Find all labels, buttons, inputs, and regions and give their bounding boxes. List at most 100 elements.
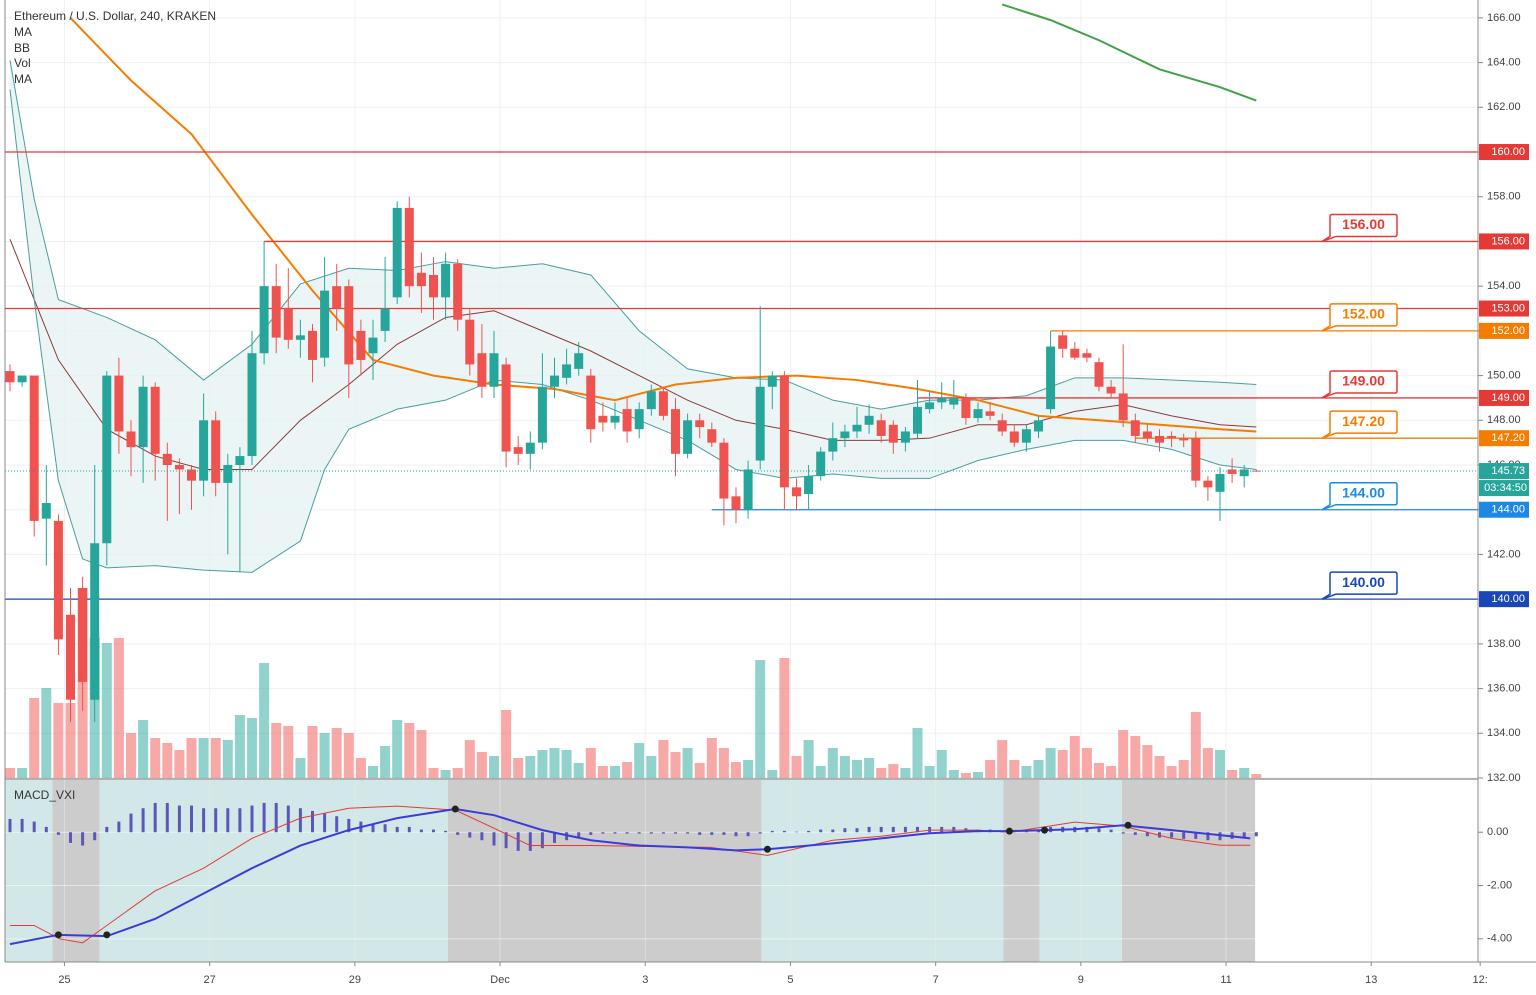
callout-label[interactable]: 147.20 bbox=[1342, 413, 1385, 429]
callout-label[interactable]: 144.00 bbox=[1342, 484, 1385, 500]
volume-bar bbox=[1202, 748, 1213, 778]
candle-body bbox=[90, 543, 100, 700]
candle-body bbox=[308, 330, 317, 360]
countdown-tag bbox=[1479, 480, 1529, 497]
candle-body bbox=[1215, 473, 1225, 492]
volume-bar bbox=[1069, 736, 1080, 778]
level-axis-label: 144.00 bbox=[1491, 504, 1525, 516]
indicator-legend[interactable]: BB bbox=[14, 41, 30, 55]
candle-body bbox=[646, 391, 656, 410]
callout-box bbox=[1321, 410, 1398, 439]
volume-bar bbox=[53, 703, 64, 778]
callout-label[interactable]: 140.00 bbox=[1342, 574, 1385, 590]
candle-body bbox=[622, 409, 632, 432]
volume-bar bbox=[259, 663, 270, 778]
candle-body bbox=[114, 375, 124, 432]
level-axis-tag bbox=[1479, 430, 1529, 447]
macd-title[interactable]: MACD_VXI bbox=[14, 788, 75, 802]
candle-body bbox=[295, 335, 305, 340]
candle-body bbox=[828, 438, 838, 452]
volume-bar bbox=[973, 772, 983, 778]
y-tick-label: -4.00 bbox=[1487, 933, 1512, 945]
candle-body bbox=[392, 207, 402, 298]
level-axis-label: 160.00 bbox=[1491, 146, 1525, 158]
volume-bar bbox=[1215, 750, 1225, 778]
candle-body bbox=[1227, 469, 1237, 474]
candle-body bbox=[634, 409, 644, 430]
candle-body bbox=[223, 465, 233, 483]
main-layer bbox=[5, 3, 1478, 946]
candle-body bbox=[900, 431, 910, 443]
volume-bar bbox=[476, 752, 487, 778]
moving-average bbox=[69, 17, 1257, 433]
indicator-legend[interactable]: MA bbox=[14, 72, 32, 86]
candle-body bbox=[743, 469, 753, 510]
callout-box bbox=[1321, 370, 1398, 399]
last-price-label: 145.73 bbox=[1491, 465, 1525, 477]
volume-bar bbox=[198, 738, 209, 778]
signal-region bbox=[448, 780, 762, 962]
candle-body bbox=[671, 409, 680, 454]
candle-body bbox=[876, 420, 886, 436]
candle-body bbox=[66, 614, 75, 700]
callout-label[interactable]: 149.00 bbox=[1342, 373, 1385, 389]
volume-bar bbox=[404, 723, 415, 778]
volume-bar bbox=[1021, 766, 1032, 778]
candle-body bbox=[961, 397, 971, 419]
x-tick-label: 9 bbox=[1078, 974, 1084, 986]
volume-bar bbox=[126, 733, 136, 778]
indicator-legend[interactable]: MA bbox=[14, 25, 32, 39]
callout-box bbox=[1321, 213, 1398, 243]
y-tick-label: -2.00 bbox=[1487, 879, 1512, 891]
volume-bar bbox=[525, 756, 536, 778]
volume-bar bbox=[1190, 712, 1201, 778]
volume-bar bbox=[392, 720, 403, 778]
candle-body bbox=[779, 375, 789, 488]
volume-bar bbox=[852, 760, 862, 778]
last-price-tag bbox=[1479, 463, 1529, 480]
candle-body bbox=[513, 447, 523, 454]
level-axis-label: 152.00 bbox=[1491, 325, 1525, 337]
signal-region bbox=[99, 780, 449, 962]
x-tick-label: 3 bbox=[642, 974, 648, 986]
volume-bar bbox=[416, 730, 427, 778]
volume-bar bbox=[138, 720, 149, 778]
callout-label[interactable]: 156.00 bbox=[1342, 216, 1385, 232]
volume-bar bbox=[1239, 768, 1250, 778]
candle-body bbox=[1021, 429, 1031, 443]
candle-body bbox=[1142, 431, 1152, 439]
candle-body bbox=[271, 286, 281, 338]
candle-body bbox=[368, 337, 378, 354]
candle-body bbox=[247, 353, 257, 457]
volume-bar bbox=[561, 750, 572, 778]
volume-bar bbox=[682, 748, 693, 778]
level-axis-tag bbox=[1479, 233, 1529, 250]
candle-body bbox=[1118, 393, 1128, 421]
level-axis-tag bbox=[1479, 389, 1529, 406]
candle-body bbox=[816, 451, 826, 477]
y-tick-label: 134.00 bbox=[1487, 727, 1521, 739]
volume-bar bbox=[779, 658, 790, 778]
candle-body bbox=[925, 402, 935, 410]
volume-bar bbox=[1118, 730, 1129, 778]
volume-bar bbox=[355, 758, 366, 778]
volume-bar bbox=[1081, 748, 1092, 778]
y-tick-label: 164.00 bbox=[1487, 57, 1521, 69]
candle-body bbox=[574, 353, 584, 369]
volume-bar bbox=[936, 750, 947, 778]
moving-average bbox=[1001, 3, 1257, 102]
candle-body bbox=[78, 587, 88, 682]
volume-bar bbox=[827, 748, 838, 778]
y-tick-label: 148.00 bbox=[1487, 414, 1521, 426]
candle-body bbox=[380, 308, 390, 331]
level-axis-label: 156.00 bbox=[1491, 235, 1525, 247]
candle-body bbox=[864, 415, 874, 425]
candle-body bbox=[767, 375, 777, 387]
callout-label[interactable]: 152.00 bbox=[1342, 306, 1385, 322]
indicator-legend[interactable]: Vol bbox=[14, 56, 31, 70]
volume-bar bbox=[706, 738, 717, 778]
volume-bar bbox=[658, 740, 669, 778]
candle-body bbox=[598, 415, 608, 423]
cross-point bbox=[103, 931, 111, 939]
level-axis-tag bbox=[1479, 501, 1529, 518]
